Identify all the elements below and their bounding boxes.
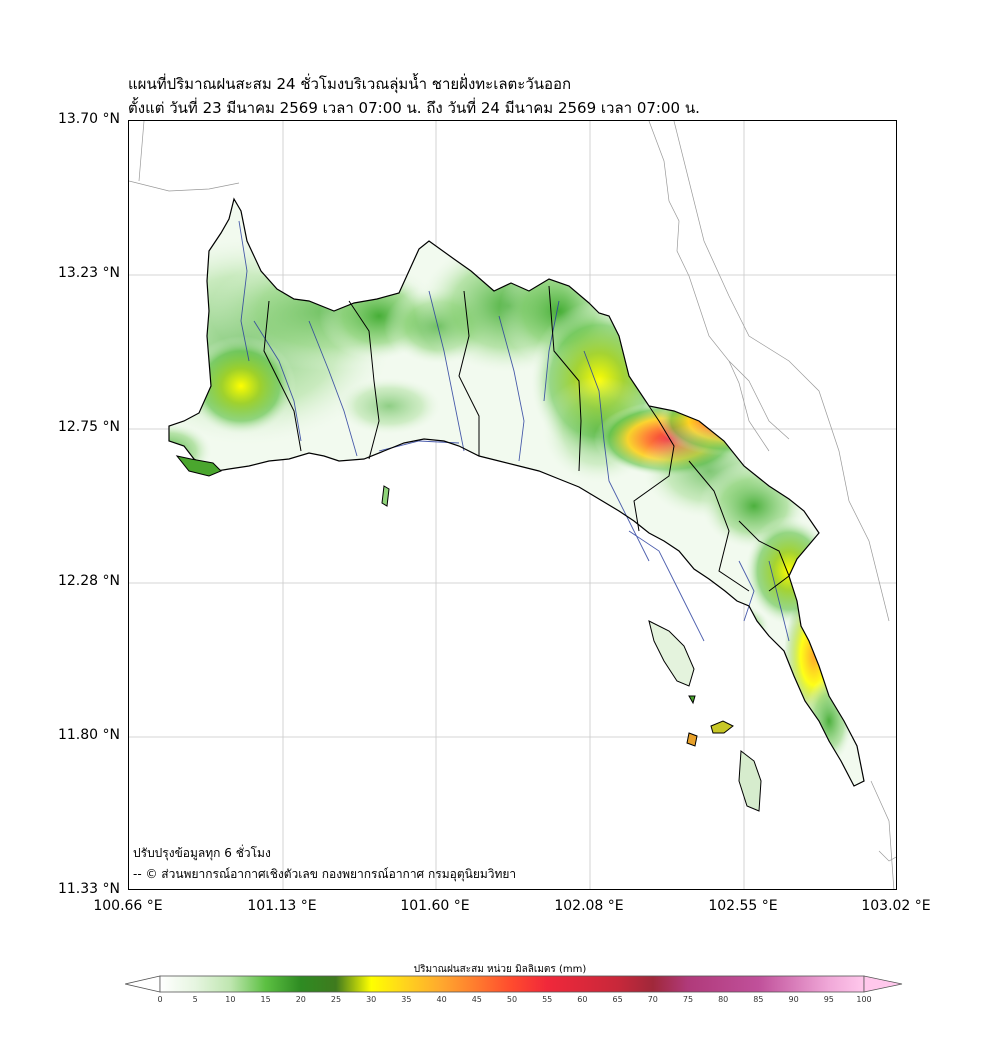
colorbar-ticks: 0 5 10 15 20 25 30 35 40 45 50 55 60 65 … [157, 995, 871, 1007]
colorbar-gradient [159, 975, 865, 993]
map-title-line2: ตั้งแต่ วันที่ 23 มีนาคม 2569 เวลา 07:00… [128, 99, 700, 117]
colorbar-tick: 40 [436, 995, 447, 1004]
country-borders [129, 121, 896, 889]
map-title-line1: แผนที่ปริมาณฝนสะสม 24 ชั่วโมงบริเวณลุ่มน… [128, 75, 572, 93]
colorbar-tick: 60 [577, 995, 588, 1004]
colorbar-tick: 95 [823, 995, 834, 1004]
colorbar-tick: 30 [366, 995, 377, 1004]
rain-map: ปรับปรุงข้อมูลทุก 6 ชั่วโมง -- © ส่วนพยา… [129, 121, 896, 889]
colorbar-tick: 80 [718, 995, 729, 1004]
colorbar [125, 975, 903, 993]
basin-boundaries [263, 285, 790, 592]
lat-label-2: 13.23 °N [57, 265, 120, 281]
credit-note: -- © ส่วนพยากรณ์อากาศเชิงตัวเลข กองพยากร… [133, 867, 516, 882]
lat-label-5: 11.80 °N [57, 727, 120, 743]
rainfall-shading [169, 231, 854, 766]
islands [175, 455, 762, 812]
lon-label-1: 100.66 °E [93, 898, 163, 914]
map-frame: ปรับปรุงข้อมูลทุก 6 ชั่วโมง -- © ส่วนพยา… [128, 120, 897, 890]
coastline [168, 197, 865, 787]
colorbar-tick: 10 [225, 995, 236, 1004]
lon-label-5: 102.55 °E [708, 898, 778, 914]
rivers [238, 220, 790, 642]
lon-label-6: 103.02 °E [861, 898, 931, 914]
colorbar-tick: 0 [157, 995, 163, 1004]
colorbar-tick: 65 [612, 995, 623, 1004]
colorbar-title: ปริมาณฝนสะสม หน่วย มิลลิเมตร (mm) [413, 964, 587, 975]
lat-label-6: 11.33 °N [57, 881, 120, 897]
lon-label-4: 102.08 °E [554, 898, 624, 914]
colorbar-tick: 50 [506, 995, 518, 1004]
lon-label-3: 101.60 °E [400, 898, 470, 914]
lon-label-2: 101.13 °E [247, 898, 317, 914]
colorbar-tick: 15 [260, 995, 271, 1004]
colorbar-tick: 70 [647, 995, 658, 1004]
colorbar-tick: 25 [330, 995, 342, 1004]
colorbar-tick: 20 [295, 995, 306, 1004]
colorbar-max-arrow [863, 975, 903, 993]
colorbar-tick: 90 [788, 995, 799, 1004]
colorbar-tick: 75 [682, 995, 694, 1004]
colorbar-tick: 85 [753, 995, 764, 1004]
colorbar-tick: 100 [856, 995, 872, 1004]
lat-label-4: 12.28 °N [57, 573, 120, 589]
lat-label-1: 13.70 °N [57, 111, 120, 127]
colorbar-min-arrow [125, 975, 161, 993]
colorbar-tick: 45 [471, 995, 482, 1004]
update-note: ปรับปรุงข้อมูลทุก 6 ชั่วโมง [133, 844, 271, 861]
colorbar-tick: 55 [542, 995, 553, 1004]
colorbar-tick: 35 [401, 995, 412, 1004]
colorbar-tick: 5 [192, 995, 198, 1004]
lat-label-3: 12.75 °N [57, 419, 120, 435]
